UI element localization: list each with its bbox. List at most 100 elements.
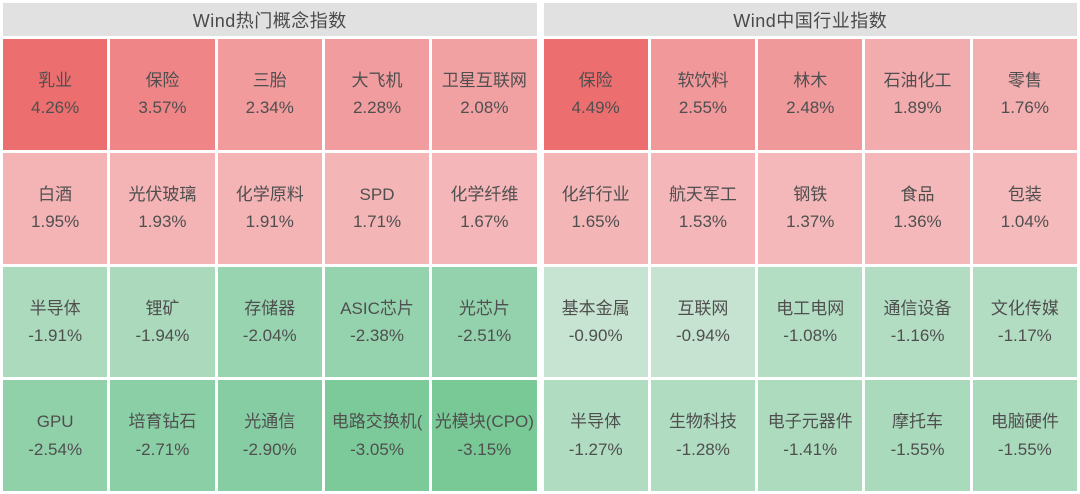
- cell-value: 4.26%: [31, 98, 80, 118]
- cell-value: -0.94%: [676, 325, 730, 345]
- heatmap-cell[interactable]: 生物科技 -1.28%: [650, 380, 756, 491]
- cell-name: 光芯片: [458, 298, 510, 318]
- cell-name: 光伏玻璃: [128, 184, 197, 204]
- cell-name: 存储器: [244, 298, 296, 318]
- heatmap-cell[interactable]: 摩托车 -1.55%: [865, 380, 970, 491]
- heatmap-cell[interactable]: 光通信 -2.90%: [217, 380, 322, 491]
- cell-name: 乳业: [38, 71, 73, 91]
- cell-name: 大飞机: [351, 71, 403, 91]
- heatmap-cell[interactable]: 基本金属 -0.90%: [543, 266, 648, 378]
- heatmap-cell[interactable]: 电脑硬件 -1.55%: [972, 380, 1077, 491]
- cell-value: -2.38%: [350, 325, 404, 345]
- heatmap-cell[interactable]: 锂矿 -1.94%: [110, 266, 215, 378]
- heatmap-cell[interactable]: 光芯片 -2.51%: [432, 266, 537, 378]
- heatmap-cell[interactable]: 互联网 -0.94%: [650, 266, 756, 378]
- heatmap-cell[interactable]: SPD 1.71%: [324, 152, 430, 264]
- cell-name: 化学纤维: [450, 184, 519, 204]
- cell-name: ASIC芯片: [340, 298, 414, 318]
- heatmap-cell[interactable]: 卫星互联网 2.08%: [432, 39, 537, 150]
- cell-name: 电路交换机(: [331, 412, 423, 432]
- cell-value: -2.71%: [135, 439, 190, 459]
- cell-name: 基本金属: [561, 298, 630, 318]
- cell-value: -1.27%: [568, 439, 623, 459]
- heatmap-cell[interactable]: 化学纤维 1.67%: [432, 152, 537, 264]
- cell-name: 培育钻石: [128, 412, 197, 432]
- cell-name: 摩托车: [892, 412, 944, 432]
- cell-name: 半导体: [29, 298, 81, 318]
- heatmap-cell[interactable]: 电子元器件 -1.41%: [758, 380, 863, 491]
- cell-name: 互联网: [677, 298, 729, 318]
- heatmap-cell[interactable]: 光伏玻璃 1.93%: [110, 152, 215, 264]
- cell-name: 化纤行业: [561, 184, 630, 204]
- heatmap-cell[interactable]: 食品 1.36%: [865, 152, 970, 264]
- cell-name: 包装: [1007, 184, 1042, 204]
- heatmap-cell[interactable]: 大飞机 2.28%: [324, 39, 430, 150]
- cell-value: 2.48%: [786, 98, 835, 118]
- cell-name: 食品: [900, 184, 935, 204]
- cell-name: 卫星互联网: [441, 71, 527, 91]
- cell-name: 电脑硬件: [990, 412, 1059, 432]
- cell-value: -3.05%: [350, 439, 404, 459]
- cell-value: -2.51%: [457, 325, 512, 345]
- heatmap-cell[interactable]: 半导体 -1.91%: [3, 266, 108, 378]
- heatmap-cell[interactable]: 半导体 -1.27%: [543, 380, 648, 491]
- cell-name: 石油化工: [883, 71, 952, 91]
- heatmap-cell[interactable]: GPU -2.54%: [3, 380, 108, 491]
- cell-name: 软饮料: [677, 71, 729, 91]
- cell-value: -1.28%: [676, 439, 730, 459]
- heatmap-cell[interactable]: 软饮料 2.55%: [650, 39, 756, 150]
- cell-name: 半导体: [570, 412, 622, 432]
- heatmap-cell[interactable]: 零售 1.76%: [972, 39, 1077, 150]
- heatmap-cell[interactable]: 包装 1.04%: [972, 152, 1077, 264]
- cell-name: 白酒: [38, 184, 73, 204]
- heatmap-cell[interactable]: 白酒 1.95%: [3, 152, 108, 264]
- cell-value: 1.89%: [893, 98, 942, 118]
- cell-name: 光通信: [244, 412, 296, 432]
- heatmap-grid-concept: 乳业 4.26% 保险 3.57% 三胎 2.34% 大飞机 2.28% 卫星互联网 2.08% 白…: [3, 39, 537, 491]
- cell-name: 化学原料: [235, 184, 304, 204]
- cell-name: 钢铁: [793, 184, 828, 204]
- heatmap-cell[interactable]: 电路交换机( -3.05%: [324, 380, 430, 491]
- cell-value: -1.16%: [890, 325, 945, 345]
- cell-value: 3.57%: [138, 98, 187, 118]
- cell-value: 1.04%: [1000, 212, 1049, 232]
- heatmap-cell[interactable]: ASIC芯片 -2.38%: [324, 266, 430, 378]
- cell-name: 三胎: [252, 71, 287, 91]
- cell-name: 电子元器件: [767, 412, 853, 432]
- cell-value: 4.49%: [571, 98, 620, 118]
- cell-value: -1.08%: [783, 325, 838, 345]
- heatmap-cell[interactable]: 钢铁 1.37%: [758, 152, 863, 264]
- heatmap-cell[interactable]: 航天军工 1.53%: [650, 152, 756, 264]
- heatmap-cell[interactable]: 乳业 4.26%: [3, 39, 108, 150]
- panel-title-concept: Wind热门概念指数: [3, 3, 537, 36]
- heatmap-cell[interactable]: 光模块(CPO) -3.15%: [432, 380, 537, 491]
- cell-value: 2.08%: [460, 98, 509, 118]
- heatmap-cell[interactable]: 通信设备 -1.16%: [865, 266, 970, 378]
- cell-value: -2.54%: [28, 439, 83, 459]
- cell-value: -1.94%: [135, 325, 190, 345]
- heatmap-cell[interactable]: 保险 3.57%: [110, 39, 215, 150]
- cell-value: 1.71%: [352, 212, 402, 232]
- cell-value: -1.41%: [783, 439, 838, 459]
- heatmap-cell[interactable]: 三胎 2.34%: [217, 39, 322, 150]
- cell-value: 1.53%: [678, 212, 728, 232]
- heatmap-cell[interactable]: 化纤行业 1.65%: [543, 152, 648, 264]
- cell-name: GPU: [36, 412, 74, 432]
- cell-value: 1.36%: [893, 212, 942, 232]
- cell-value: 1.37%: [786, 212, 835, 232]
- heatmap-cell[interactable]: 化学原料 1.91%: [217, 152, 322, 264]
- heatmap-cell[interactable]: 林木 2.48%: [758, 39, 863, 150]
- cell-name: 文化传媒: [990, 298, 1059, 318]
- heatmap-cell[interactable]: 文化传媒 -1.17%: [972, 266, 1077, 378]
- cell-name: SPD: [359, 184, 395, 204]
- cell-value: 1.91%: [245, 212, 294, 232]
- heatmap-cell[interactable]: 存储器 -2.04%: [217, 266, 322, 378]
- cell-name: 电工电网: [776, 298, 845, 318]
- heatmap-cell[interactable]: 电工电网 -1.08%: [758, 266, 863, 378]
- cell-value: 2.28%: [352, 98, 402, 118]
- cell-name: 零售: [1007, 71, 1042, 91]
- heatmap-cell[interactable]: 培育钻石 -2.71%: [110, 380, 215, 491]
- heatmap-cell[interactable]: 石油化工 1.89%: [865, 39, 970, 150]
- heatmap-cell[interactable]: 保险 4.49%: [543, 39, 648, 150]
